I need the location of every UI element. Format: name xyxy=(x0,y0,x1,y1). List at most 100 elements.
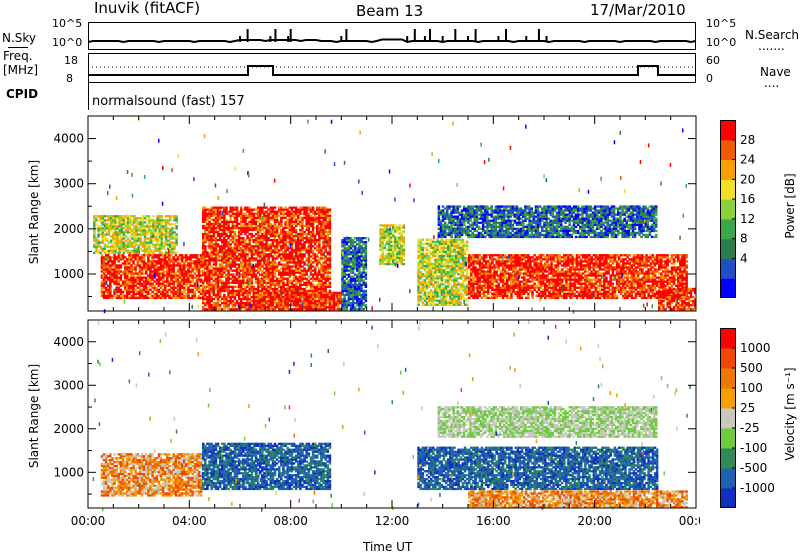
heatmap-cell xyxy=(175,219,178,222)
heatmap-cell xyxy=(326,257,330,260)
heatmap-cell xyxy=(155,288,159,291)
heatmap-cell xyxy=(102,270,106,273)
heatmap-cell xyxy=(143,251,147,254)
heatmap-cell xyxy=(166,292,169,295)
heatmap-cell xyxy=(242,261,245,264)
heatmap-cell xyxy=(354,308,357,311)
heatmap-cell xyxy=(244,243,247,246)
heatmap-cell xyxy=(204,291,207,295)
heatmap-cell xyxy=(113,262,116,265)
heatmap-cell xyxy=(162,221,166,224)
heatmap-cell xyxy=(206,224,209,228)
heatmap-cell xyxy=(324,302,327,305)
heatmap-cell xyxy=(208,302,211,305)
heatmap-cell xyxy=(131,249,134,252)
heatmap-cell xyxy=(112,221,115,224)
heatmap-cell xyxy=(256,243,260,246)
heatmap-cell xyxy=(132,254,135,257)
heatmap-cell xyxy=(343,267,346,270)
heatmap-cell xyxy=(180,278,184,281)
heatmap-cell xyxy=(284,289,287,293)
heatmap-cell xyxy=(240,243,243,246)
heatmap-cell xyxy=(210,212,213,215)
heatmap-cell xyxy=(402,262,406,266)
heatmap-cell xyxy=(324,226,327,230)
heatmap-cell xyxy=(102,282,106,285)
heatmap-cell xyxy=(254,287,258,291)
heatmap-cell xyxy=(383,258,387,262)
heatmap-cell xyxy=(187,272,190,275)
heatmap-cell xyxy=(288,261,292,264)
heatmap-cell xyxy=(212,214,216,217)
heatmap-cell xyxy=(294,293,298,297)
heatmap-cell xyxy=(110,223,113,226)
heatmap-cell xyxy=(339,297,342,301)
heatmap-cell xyxy=(292,239,296,242)
heatmap-cell xyxy=(301,245,304,248)
heatmap-cell xyxy=(214,241,218,244)
heatmap-cell xyxy=(100,290,104,293)
heatmap-cell xyxy=(189,258,192,261)
heatmap-cell xyxy=(316,287,319,291)
heatmap-cell xyxy=(328,289,332,293)
heatmap-cell xyxy=(225,279,228,282)
heatmap-cell xyxy=(180,294,184,298)
heatmap-cell xyxy=(212,228,216,232)
heatmap-cell xyxy=(343,304,346,307)
heatmap-cell xyxy=(242,289,245,293)
heatmap-cell xyxy=(214,306,218,309)
heatmap-cell xyxy=(109,266,112,269)
heatmap-cell xyxy=(273,224,277,228)
heatmap-cell xyxy=(139,239,142,242)
heatmap-cell xyxy=(170,292,173,295)
heatmap-cell xyxy=(292,277,296,280)
heatmap-cell xyxy=(134,270,137,273)
heatmap-cell xyxy=(180,256,184,259)
heatmap-cell xyxy=(223,304,226,307)
heatmap-cell xyxy=(161,262,165,265)
heatmap-cell xyxy=(143,249,147,252)
heatmap-cell xyxy=(343,308,346,311)
heatmap-cell xyxy=(273,237,277,240)
heatmap-cell xyxy=(326,269,330,272)
heatmap-cell xyxy=(210,208,213,211)
heatmap-cell xyxy=(210,277,213,280)
heatmap-cell xyxy=(171,251,174,254)
heatmap-cell xyxy=(169,249,172,252)
heatmap-cell xyxy=(119,288,123,291)
heatmap-cell xyxy=(362,302,365,305)
heatmap-cell xyxy=(237,279,241,282)
heatmap-cell xyxy=(273,214,277,217)
heatmap-cell xyxy=(131,215,134,218)
heatmap-cell xyxy=(132,284,135,287)
heatmap-cell xyxy=(123,280,127,283)
heatmap-cell xyxy=(216,283,220,286)
heatmap-cell xyxy=(301,226,304,230)
heatmap-cell xyxy=(318,273,321,276)
heatmap-cell xyxy=(256,226,260,230)
heatmap-cell xyxy=(417,260,420,264)
heatmap-cell xyxy=(358,261,361,264)
heatmap-cell xyxy=(341,283,344,286)
heatmap-cell xyxy=(392,236,395,239)
heatmap-cell xyxy=(284,287,287,291)
heatmap-cell xyxy=(197,258,201,261)
heatmap-cell xyxy=(360,279,363,282)
heatmap-cell xyxy=(109,268,112,271)
heatmap-cell xyxy=(240,285,243,288)
heatmap-cell xyxy=(235,208,239,211)
heatmap-cell xyxy=(297,285,300,288)
freq-tick-bottom: 8 xyxy=(66,72,73,85)
heatmap-cell xyxy=(347,241,351,244)
heatmap-cell xyxy=(162,227,166,230)
heatmap-cell xyxy=(347,291,351,295)
heatmap-cell xyxy=(102,268,106,271)
heatmap-cell xyxy=(292,212,296,215)
heatmap-cell xyxy=(322,234,325,238)
heatmap-cell xyxy=(191,262,194,265)
heatmap-cell xyxy=(252,293,256,297)
heatmap-cell xyxy=(417,295,420,298)
heatmap-cell xyxy=(210,304,213,307)
heatmap-cell xyxy=(252,273,256,276)
heatmap-cell xyxy=(356,289,359,293)
